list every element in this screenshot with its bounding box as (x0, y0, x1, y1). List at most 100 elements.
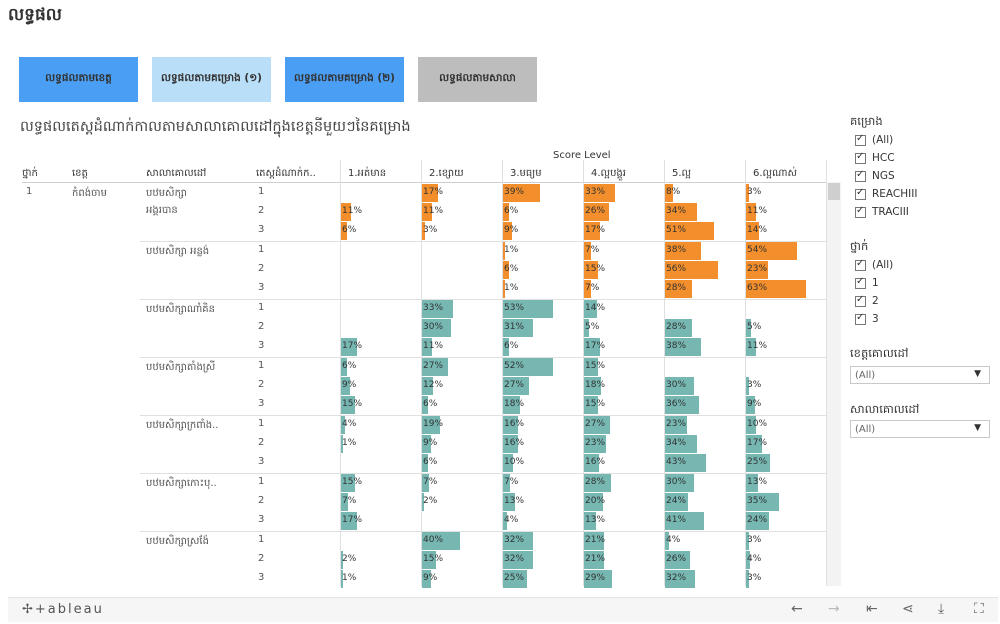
score-level-header-3[interactable]: 3.មធ្យម (510, 168, 542, 179)
score-bar[interactable] (584, 377, 601, 395)
score-bar[interactable] (665, 222, 714, 240)
score-bar[interactable] (341, 358, 347, 376)
score-bar[interactable] (584, 532, 604, 550)
tab-results-by-project-2[interactable]: លទ្ធផលតាមគម្រោង (២) (285, 57, 404, 102)
score-bar[interactable] (422, 358, 448, 376)
score-bar[interactable] (503, 222, 512, 240)
score-bar[interactable] (584, 396, 598, 414)
score-bar[interactable] (503, 377, 529, 395)
score-bar[interactable] (503, 570, 527, 588)
score-bar[interactable] (746, 512, 769, 530)
score-bar[interactable] (665, 493, 688, 511)
score-bar[interactable] (746, 435, 762, 453)
grade-filter-option[interactable]: 3 (855, 312, 879, 325)
score-bar[interactable] (665, 454, 706, 472)
score-bar[interactable] (665, 280, 692, 298)
score-bar[interactable] (584, 454, 599, 472)
score-level-header-1[interactable]: 1.អត់មាន (348, 168, 387, 179)
score-bar[interactable] (422, 222, 425, 240)
score-bar[interactable] (584, 203, 609, 221)
grade-filter-option[interactable]: (All) (855, 258, 893, 271)
score-bar[interactable] (665, 570, 695, 588)
score-bar[interactable] (503, 319, 533, 337)
share-icon[interactable]: ⋖ (902, 601, 914, 617)
score-bar[interactable] (422, 416, 440, 434)
score-bar[interactable] (746, 184, 749, 202)
project-filter-option[interactable]: NGS (855, 169, 895, 182)
target-school-dropdown[interactable]: (All) ▼ (850, 420, 990, 438)
checkbox-checked-icon[interactable] (855, 151, 866, 164)
score-bar[interactable] (503, 551, 533, 569)
score-bar[interactable] (341, 338, 357, 356)
score-bar[interactable] (746, 474, 758, 492)
score-bar[interactable] (746, 203, 756, 221)
project-filter-option[interactable]: HCC (855, 151, 895, 164)
column-header-grade[interactable]: ថ្នាក់ (22, 168, 38, 179)
revert-icon[interactable]: ⇤ (866, 601, 878, 617)
score-bar[interactable] (746, 377, 749, 395)
score-bar[interactable] (503, 338, 509, 356)
score-bar[interactable] (341, 416, 345, 434)
score-level-header-5[interactable]: 5.ល្អ (672, 168, 692, 179)
score-bar[interactable] (584, 280, 591, 298)
score-bar[interactable] (746, 338, 756, 356)
score-bar[interactable] (503, 242, 505, 260)
score-bar[interactable] (584, 261, 598, 279)
score-bar[interactable] (665, 377, 694, 395)
score-bar[interactable] (746, 319, 751, 337)
target-province-dropdown[interactable]: (All) ▼ (850, 366, 990, 384)
score-bar[interactable] (665, 242, 701, 260)
score-bar[interactable] (746, 551, 750, 569)
grade-filter-option[interactable]: 2 (855, 294, 879, 307)
checkbox-checked-icon[interactable] (855, 205, 866, 218)
score-bar[interactable] (503, 184, 540, 202)
score-bar[interactable] (665, 416, 687, 434)
column-header-test-stage[interactable]: តេស្តដំណាក់ក.. (256, 168, 316, 179)
score-bar[interactable] (341, 396, 355, 414)
score-bar[interactable] (746, 416, 756, 434)
score-bar[interactable] (746, 396, 755, 414)
score-bar[interactable] (503, 203, 509, 221)
score-bar[interactable] (341, 512, 357, 530)
undo-icon[interactable]: ← (791, 601, 803, 617)
score-bar[interactable] (422, 454, 428, 472)
checkbox-checked-icon[interactable] (855, 294, 866, 307)
score-bar[interactable] (422, 493, 424, 511)
score-bar[interactable] (665, 512, 704, 530)
score-bar[interactable] (584, 493, 603, 511)
score-bar[interactable] (503, 300, 553, 318)
score-bar[interactable] (584, 570, 612, 588)
score-bar[interactable] (584, 338, 600, 356)
score-bar[interactable] (746, 570, 749, 588)
score-bar[interactable] (503, 474, 510, 492)
score-bar[interactable] (503, 532, 533, 550)
score-bar[interactable] (341, 474, 355, 492)
vertical-scrollbar[interactable] (827, 182, 841, 586)
score-bar[interactable] (584, 319, 589, 337)
score-bar[interactable] (503, 261, 509, 279)
score-bar[interactable] (422, 435, 431, 453)
score-bar[interactable] (341, 435, 343, 453)
score-bar[interactable] (584, 184, 615, 202)
score-bar[interactable] (422, 300, 453, 318)
score-bar[interactable] (665, 203, 697, 221)
score-bar[interactable] (584, 435, 606, 453)
checkbox-checked-icon[interactable] (855, 169, 866, 182)
score-level-header-6[interactable]: 6.ល្អណាស់ (753, 168, 797, 179)
score-bar[interactable] (422, 551, 436, 569)
column-header-province[interactable]: ខេត្ត (72, 168, 88, 179)
score-bar[interactable] (584, 242, 591, 260)
score-bar[interactable] (584, 474, 611, 492)
score-bar[interactable] (422, 319, 451, 337)
score-bar[interactable] (341, 203, 351, 221)
score-bar[interactable] (422, 570, 431, 588)
project-filter-option[interactable]: (All) (855, 133, 893, 146)
score-bar[interactable] (422, 396, 428, 414)
scrollbar-thumb[interactable] (828, 183, 840, 200)
score-bar[interactable] (665, 551, 690, 569)
score-bar[interactable] (665, 184, 673, 202)
tab-results-by-project-1[interactable]: លទ្ធផលតាមគម្រោង (១) (152, 57, 271, 102)
score-bar[interactable] (503, 493, 515, 511)
redo-icon[interactable]: → (828, 601, 840, 617)
fullscreen-icon[interactable]: ⛶ (974, 601, 984, 617)
